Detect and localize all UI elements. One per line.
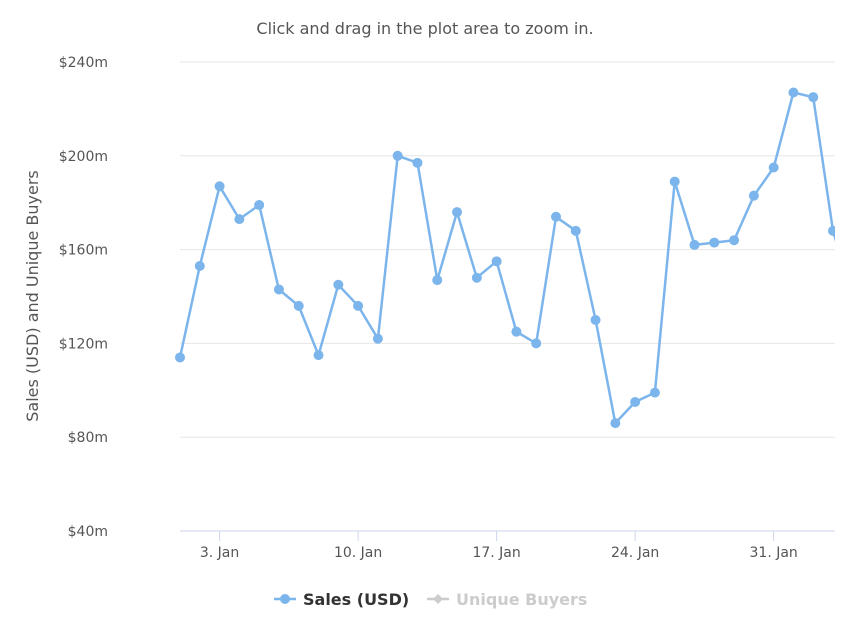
x-tick-label: 17. Jan xyxy=(472,545,520,561)
legend-unique-buyers-marker xyxy=(433,594,443,604)
sales-data-point[interactable] xyxy=(669,176,680,187)
sales-data-point[interactable] xyxy=(254,200,265,211)
legend-item-sales[interactable]: Sales (USD) xyxy=(274,590,409,609)
grid-lines xyxy=(180,61,835,438)
chart-subtitle: Click and drag in the plot area to zoom … xyxy=(256,19,593,38)
sales-data-point[interactable] xyxy=(234,214,245,225)
x-tick-label: 31. Jan xyxy=(750,545,798,561)
y-tick-label: $200m xyxy=(59,149,108,165)
legend-sales-label: Sales (USD) xyxy=(303,590,409,609)
sales-data-point[interactable] xyxy=(709,237,720,248)
sales-data-point[interactable] xyxy=(610,418,621,429)
sales-data-point[interactable] xyxy=(649,387,660,398)
sales-data-point[interactable] xyxy=(175,352,185,363)
sales-data-point[interactable] xyxy=(550,211,561,222)
sales-data-point[interactable] xyxy=(214,181,225,192)
sales-data-point[interactable] xyxy=(412,157,423,168)
sales-data-point[interactable] xyxy=(748,190,759,201)
x-tick-label: 3. Jan xyxy=(200,545,239,561)
y-tick-label: $40m xyxy=(68,524,108,540)
sales-data-point[interactable] xyxy=(729,235,740,246)
sales-data-point[interactable] xyxy=(194,261,205,272)
sales-data-point[interactable] xyxy=(293,300,304,311)
y-axis-ticks: $40m $80m $120m $160m $200m $240m xyxy=(59,55,108,540)
sales-data-point[interactable] xyxy=(570,225,581,236)
x-tick-label: 24. Jan xyxy=(611,545,659,561)
legend-item-unique-buyers[interactable]: Unique Buyers xyxy=(427,590,587,609)
sales-series-line[interactable] xyxy=(178,91,850,425)
sales-data-point[interactable] xyxy=(353,300,364,311)
sales-data-point[interactable] xyxy=(630,397,641,408)
series-layer[interactable] xyxy=(175,87,850,429)
sales-data-point[interactable] xyxy=(273,284,284,295)
sales-data-point[interactable] xyxy=(471,272,482,283)
sales-data-point[interactable] xyxy=(313,350,324,361)
sales-data-point[interactable] xyxy=(392,150,403,161)
sales-data-point[interactable] xyxy=(511,326,522,337)
x-axis-ticks: 3. Jan 10. Jan 17. Jan 24. Jan 31. Jan xyxy=(200,531,798,561)
sales-data-point[interactable] xyxy=(333,279,344,290)
sales-data-point[interactable] xyxy=(372,333,383,344)
sales-data-point[interactable] xyxy=(788,87,799,98)
y-tick-label: $160m xyxy=(59,243,108,259)
y-tick-label: $120m xyxy=(59,336,108,352)
sales-data-point[interactable] xyxy=(768,162,779,173)
sales-data-point[interactable] xyxy=(531,338,542,349)
x-tick-label: 10. Jan xyxy=(334,545,382,561)
sales-data-point[interactable] xyxy=(590,314,601,325)
sales-data-point[interactable] xyxy=(432,275,443,286)
sales-data-point[interactable] xyxy=(452,207,463,218)
legend[interactable]: Sales (USD) Unique Buyers xyxy=(274,590,587,609)
sales-data-point[interactable] xyxy=(689,239,700,250)
y-tick-label: $80m xyxy=(68,430,108,446)
legend-sales-marker xyxy=(280,594,290,604)
sales-data-point[interactable] xyxy=(491,256,502,267)
sales-data-point[interactable] xyxy=(828,225,838,236)
y-tick-label: $240m xyxy=(59,55,108,71)
legend-unique-buyers-label: Unique Buyers xyxy=(456,590,587,609)
y-axis-label: Sales (USD) and Unique Buyers xyxy=(23,170,42,421)
sales-data-point[interactable] xyxy=(808,92,819,103)
